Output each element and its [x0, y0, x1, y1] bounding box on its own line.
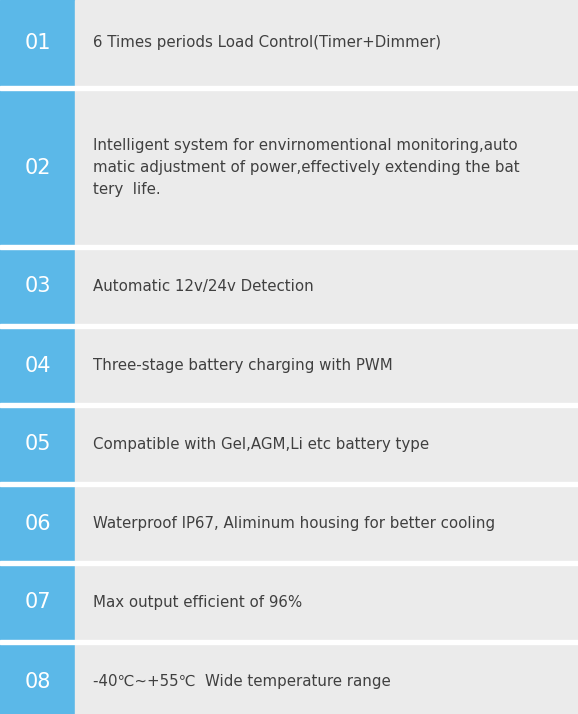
Bar: [75, 90, 578, 245]
Text: Automatic 12v/24v Detection: Automatic 12v/24v Detection: [93, 279, 314, 294]
Text: 03: 03: [24, 276, 51, 296]
Text: Waterproof IP67, Aliminum housing for better cooling: Waterproof IP67, Aliminum housing for be…: [93, 516, 495, 531]
Text: 05: 05: [24, 435, 51, 455]
Text: 02: 02: [24, 158, 51, 178]
Bar: [75, 0, 578, 86]
Text: Three-stage battery charging with PWM: Three-stage battery charging with PWM: [93, 358, 392, 373]
Text: Max output efficient of 96%: Max output efficient of 96%: [93, 595, 302, 610]
Text: 08: 08: [24, 671, 51, 691]
Bar: [0, 486, 75, 561]
Text: Intelligent system for envirnomentional monitoring,auto
matic adjustment of powe: Intelligent system for envirnomentional …: [93, 138, 520, 197]
Bar: [0, 482, 578, 486]
Bar: [0, 328, 75, 403]
Bar: [75, 249, 578, 324]
Text: 07: 07: [24, 593, 51, 613]
Bar: [0, 640, 578, 644]
Text: 04: 04: [24, 356, 51, 376]
Bar: [75, 486, 578, 561]
Text: 6 Times periods Load Control(Timer+Dimmer): 6 Times periods Load Control(Timer+Dimme…: [93, 36, 441, 51]
Bar: [0, 249, 75, 324]
Text: 06: 06: [24, 513, 51, 533]
Bar: [0, 565, 75, 640]
Text: -40℃~+55℃  Wide temperature range: -40℃~+55℃ Wide temperature range: [93, 674, 391, 689]
Bar: [0, 86, 578, 90]
Bar: [0, 324, 578, 328]
Bar: [0, 0, 75, 86]
Bar: [0, 561, 578, 565]
Bar: [0, 407, 75, 482]
Bar: [75, 407, 578, 482]
Text: Compatible with Gel,AGM,Li etc battery type: Compatible with Gel,AGM,Li etc battery t…: [93, 437, 429, 452]
Bar: [75, 565, 578, 640]
Bar: [75, 644, 578, 714]
Bar: [0, 90, 75, 245]
Bar: [0, 644, 75, 714]
Text: 01: 01: [24, 33, 51, 53]
Bar: [0, 245, 578, 249]
Bar: [75, 328, 578, 403]
Bar: [0, 403, 578, 407]
